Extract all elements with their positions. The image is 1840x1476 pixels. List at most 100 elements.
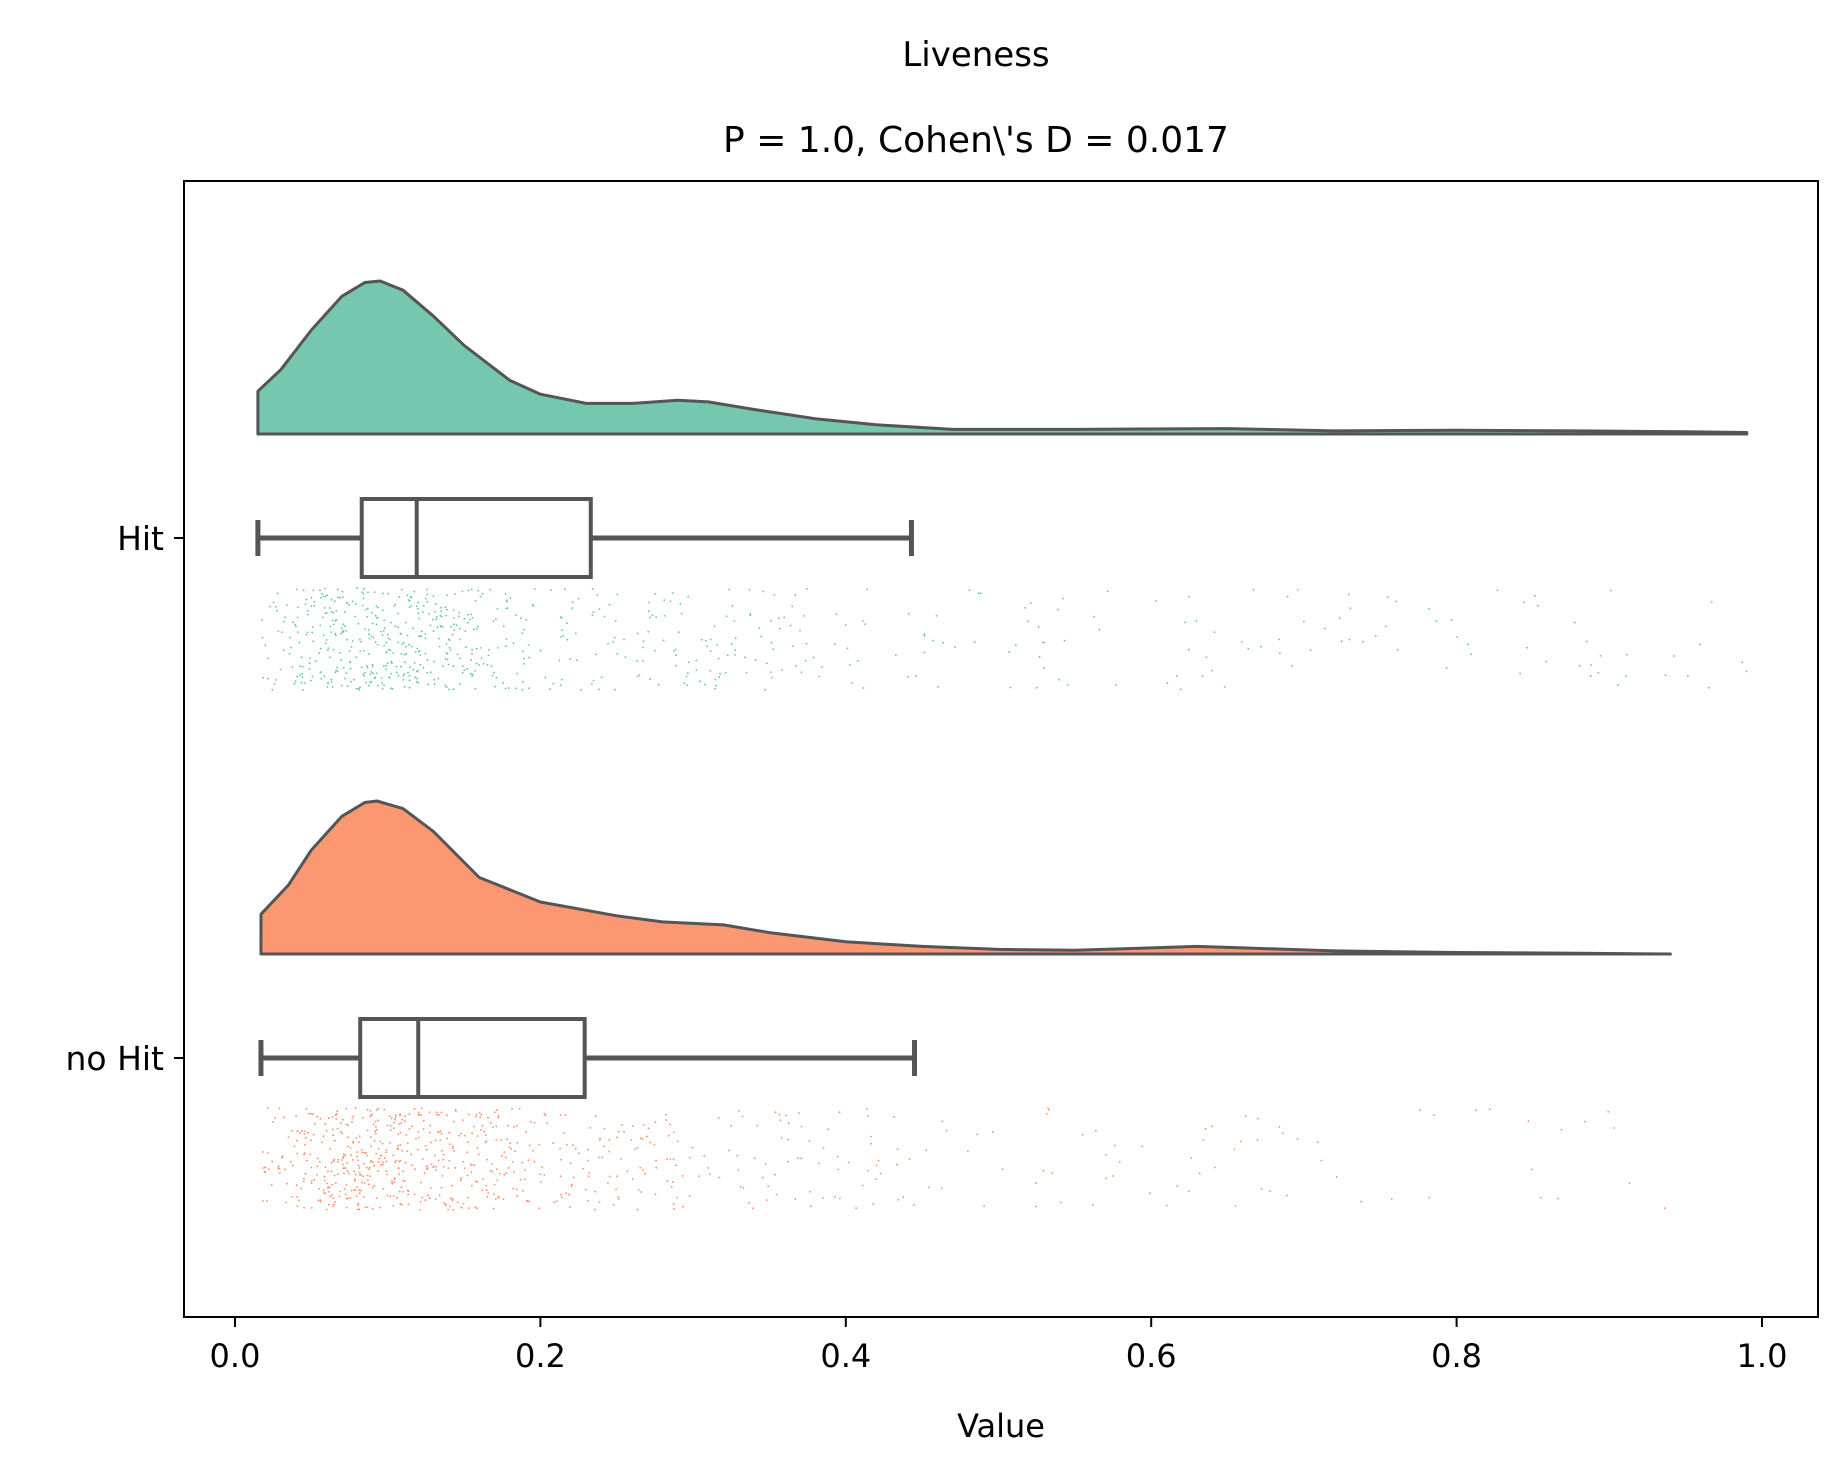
rain-point bbox=[669, 600, 672, 603]
rain-point bbox=[276, 592, 279, 595]
rain-point bbox=[603, 1145, 605, 1148]
rain-point bbox=[733, 620, 736, 622]
rain-point bbox=[358, 1189, 360, 1192]
rain-point bbox=[291, 1164, 294, 1167]
rain-point bbox=[748, 1201, 750, 1204]
rain-point bbox=[954, 646, 957, 648]
rain-point bbox=[1035, 1182, 1037, 1185]
rain-point bbox=[305, 598, 308, 601]
rain-point bbox=[358, 1171, 361, 1174]
rain-point bbox=[322, 595, 325, 598]
rain-point bbox=[353, 1178, 356, 1180]
rain-point bbox=[1037, 626, 1040, 628]
rain-point bbox=[458, 612, 461, 614]
rain-point bbox=[440, 1111, 443, 1114]
rain-point bbox=[502, 682, 505, 684]
rain-point bbox=[514, 1150, 517, 1153]
rain-point bbox=[383, 1157, 386, 1160]
rain-point bbox=[675, 664, 678, 667]
rain-point bbox=[375, 672, 378, 675]
rain-point bbox=[640, 1191, 643, 1193]
rain-point bbox=[448, 1205, 451, 1208]
rain-point bbox=[521, 632, 524, 634]
rain-point bbox=[870, 1142, 873, 1145]
rain-point bbox=[451, 1184, 454, 1187]
rain-point bbox=[352, 1142, 355, 1144]
rain-point bbox=[774, 1111, 777, 1114]
rain-point bbox=[799, 629, 801, 632]
rain-point bbox=[363, 650, 365, 652]
rain-point bbox=[371, 663, 374, 666]
rain-point bbox=[505, 600, 508, 603]
rain-point bbox=[324, 587, 326, 590]
rain-point bbox=[288, 652, 291, 655]
rain-point bbox=[594, 1190, 597, 1193]
rain-point bbox=[406, 1142, 409, 1145]
rain-point bbox=[303, 1206, 305, 1209]
x-tick-label: 0.4 bbox=[820, 1337, 871, 1375]
rain-point bbox=[572, 1144, 574, 1147]
rain-point bbox=[1256, 1139, 1259, 1142]
rain-point bbox=[504, 687, 507, 690]
rain-point bbox=[330, 631, 332, 633]
rain-point bbox=[672, 592, 674, 594]
rain-point bbox=[1239, 1140, 1242, 1143]
rain-point bbox=[497, 1116, 500, 1119]
rain-point bbox=[636, 660, 639, 663]
rain-point bbox=[648, 601, 650, 604]
rain-point bbox=[404, 1161, 407, 1164]
rain-point bbox=[806, 588, 808, 590]
rain-point bbox=[453, 1120, 455, 1123]
rain-point bbox=[700, 638, 703, 641]
rain-point bbox=[450, 625, 452, 628]
rain-point bbox=[408, 643, 410, 646]
rain-point bbox=[507, 687, 510, 689]
rain-point bbox=[524, 1169, 526, 1171]
rain-point bbox=[410, 645, 413, 648]
rain-point bbox=[416, 608, 419, 610]
rain-point bbox=[390, 1117, 393, 1120]
rain-point bbox=[1188, 595, 1190, 598]
rain-point bbox=[403, 1120, 406, 1123]
rain-point bbox=[349, 667, 352, 670]
rain-point bbox=[836, 1155, 839, 1158]
rain-point bbox=[396, 1147, 399, 1149]
rain-point bbox=[304, 603, 307, 605]
rain-point bbox=[1385, 625, 1387, 628]
rain-point bbox=[377, 1119, 380, 1122]
rain-point bbox=[373, 1139, 376, 1142]
rain-point bbox=[346, 1170, 349, 1173]
rain-point bbox=[509, 1142, 511, 1145]
rain-point bbox=[495, 676, 498, 679]
rain-point bbox=[515, 687, 517, 690]
rain-point bbox=[461, 671, 464, 674]
rain-point bbox=[623, 638, 625, 641]
rain-point bbox=[375, 1126, 377, 1128]
rain-point bbox=[360, 1149, 363, 1151]
rain-point bbox=[320, 1141, 323, 1144]
rain-point bbox=[359, 1174, 361, 1176]
rain-point bbox=[333, 600, 336, 603]
x-tick-label: 0.0 bbox=[210, 1337, 261, 1375]
rain-point bbox=[432, 618, 434, 621]
rain-point bbox=[1282, 1132, 1284, 1135]
rain-point bbox=[1198, 1172, 1201, 1175]
rain-point bbox=[394, 1114, 397, 1117]
rain-point bbox=[786, 1160, 789, 1163]
rain-point bbox=[439, 614, 442, 617]
rain-point bbox=[354, 1173, 357, 1176]
rain-point bbox=[327, 647, 330, 649]
rain-point bbox=[365, 1152, 367, 1154]
rain-point bbox=[608, 1175, 611, 1178]
rain-point bbox=[373, 1184, 376, 1187]
rain-point bbox=[312, 589, 315, 592]
rain-point bbox=[908, 1158, 911, 1160]
rain-point bbox=[566, 638, 569, 641]
rain-point bbox=[380, 630, 382, 633]
rain-point bbox=[592, 611, 595, 614]
rain-point bbox=[402, 1191, 405, 1193]
rain-point bbox=[385, 1151, 387, 1154]
rain-point bbox=[360, 666, 363, 668]
rain-point bbox=[1303, 620, 1305, 623]
rain-point bbox=[340, 1159, 343, 1161]
